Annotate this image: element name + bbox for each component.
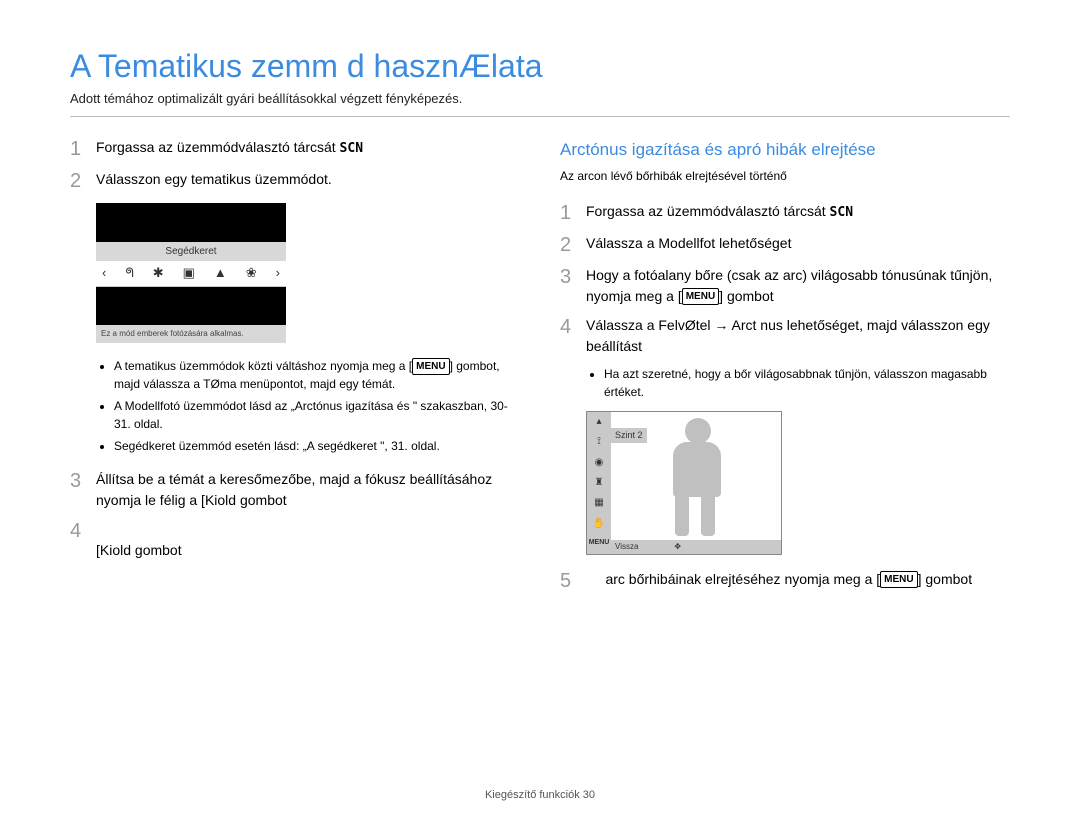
step-text: Forgassa az üzemmódválasztó tárcsát: [586, 203, 830, 219]
right-column: Arctónus igazítása és apró hibák elrejté…: [560, 137, 1010, 601]
left-step-3: 3 Állítsa be a témát a keresőmezőbe, maj…: [70, 469, 520, 511]
person-silhouette-icon: [661, 418, 741, 538]
grid-icon: ▦: [594, 496, 603, 510]
step-number: 1: [70, 137, 96, 161]
step-number: 1: [560, 201, 586, 225]
step-text: arc bőrhibáinak elrejtéséhez nyomja meg …: [586, 569, 1010, 593]
note-item: A tematikus üzemmódok közti váltáshoz ny…: [114, 357, 520, 393]
step-number: 3: [70, 469, 96, 511]
section-sub: Az arcon lévő bőrhibák elrejtésével tört…: [560, 167, 1010, 185]
arrow-up-icon: ▴: [596, 415, 601, 429]
left-step-4: 4 [Kiold gombot: [70, 519, 520, 561]
face1-icon: ⟟: [597, 435, 601, 449]
left-notes: A tematikus üzemmódok közti váltáshoz ny…: [114, 357, 520, 455]
screen-bottom-bar: Vissza ✥: [611, 540, 781, 554]
chevron-right-icon: ›: [276, 263, 280, 283]
right-step-3: 3 Hogy a fotóalany bőre (csak az arc) vi…: [560, 265, 1010, 307]
off-icon: ✋: [593, 516, 605, 530]
left-column: 1 Forgassa az üzemmódválasztó tárcsát SC…: [70, 137, 520, 601]
level-label: Szint 2: [611, 428, 647, 444]
screen-icon-row: ‹ ᖗ ✱ ▣ ▲ ❀ ›: [96, 261, 286, 287]
menu-button-icon: MENU: [682, 288, 719, 305]
screen-mode-label: Segédkeret: [96, 242, 286, 261]
face3-icon: ♜: [595, 475, 604, 489]
back-label: Vissza: [615, 541, 638, 553]
divider: [70, 116, 1010, 117]
step-number: 3: [560, 265, 586, 307]
chevron-left-icon: ‹: [102, 263, 106, 283]
note-item: Segédkeret üzemmód esetén lásd: „A segéd…: [114, 437, 520, 455]
right-notes: Ha azt szeretné, hogy a bőr világosabbna…: [604, 365, 1010, 401]
step-text: Hogy a fotóalany bőre (csak az arc) vilá…: [586, 265, 1010, 307]
mode-icon: ✱: [153, 263, 164, 283]
step-number: 4: [560, 315, 586, 357]
camera-screen-face: ▴ ⟟ ◉ ♜ ▦ ✋ MENU Szint 2: [586, 411, 782, 555]
page-subtitle: Adott témához optimalizált gyári beállít…: [70, 91, 1010, 106]
dpad-icon: ✥: [674, 541, 681, 553]
right-step-5: 5 arc bőrhibáinak elrejtéséhez nyomja me…: [560, 569, 1010, 593]
step-text: Állítsa be a témát a keresőmezőbe, majd …: [96, 469, 520, 511]
scn-label: SCN: [830, 205, 853, 220]
left-step-2: 2 Válasszon egy tematikus üzemmódot.: [70, 169, 520, 193]
mode-icon: ᖗ: [125, 263, 133, 283]
right-step-4: 4 Válassza a FelvØtel → Arct nus lehetős…: [560, 315, 1010, 357]
step-number: 2: [70, 169, 96, 193]
step-number: 4: [70, 519, 96, 561]
step-text: Válasszon egy tematikus üzemmódot.: [96, 169, 520, 193]
menu-icon: MENU: [589, 536, 610, 550]
mode-icon: ▣: [183, 263, 195, 283]
step-text: Válassza a FelvØtel → Arct nus lehetőség…: [586, 315, 1010, 357]
section-heading: Arctónus igazítása és apró hibák elrejté…: [560, 137, 1010, 163]
screen-sidebar: ▴ ⟟ ◉ ♜ ▦ ✋ MENU: [587, 412, 611, 554]
mode-icon: ❀: [246, 263, 257, 283]
step-text: [Kiold gombot: [96, 519, 520, 561]
right-step-1: 1 Forgassa az üzemmódválasztó tárcsát SC…: [560, 201, 1010, 225]
step-text: Válassza a Modellfot lehetőséget: [586, 233, 1010, 257]
scn-label: SCN: [340, 141, 363, 156]
right-step-2: 2 Válassza a Modellfot lehetőséget: [560, 233, 1010, 257]
face2-icon: ◉: [595, 455, 604, 469]
screen-footer-text: Ez a mód emberek fotózására alkalmas.: [96, 325, 286, 343]
menu-button-icon: MENU: [412, 358, 449, 375]
step-text: Forgassa az üzemmódválasztó tárcsát: [96, 139, 340, 155]
menu-button-icon: MENU: [880, 571, 917, 588]
page-title: A Tematikus zemm d hasznÆlata: [70, 48, 1010, 85]
note-item: A Modellfotó üzemmódot lásd az „Arctónus…: [114, 397, 520, 433]
note-item: Ha azt szeretné, hogy a bőr világosabbna…: [604, 365, 1010, 401]
step-number: 2: [560, 233, 586, 257]
step-number: 5: [560, 569, 586, 593]
mode-icon: ▲: [214, 263, 227, 283]
page-footer: Kiegészítő funkciók 30: [0, 789, 1080, 801]
left-step-1: 1 Forgassa az üzemmódválasztó tárcsát SC…: [70, 137, 520, 161]
camera-screen-guide: Segédkeret ‹ ᖗ ✱ ▣ ▲ ❀ › Ez a mód embere…: [96, 203, 286, 343]
